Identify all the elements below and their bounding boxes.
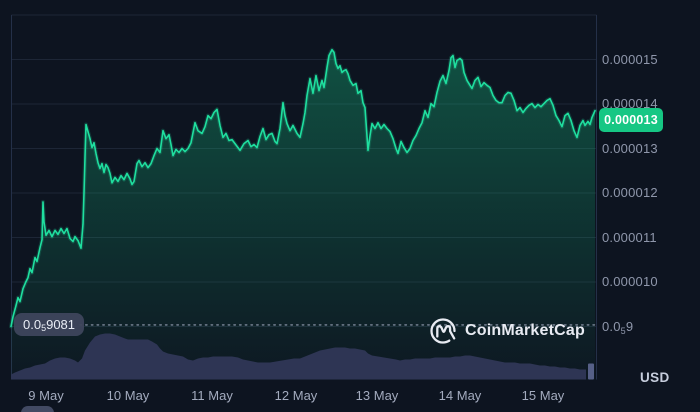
price-line [10,48,596,328]
y-axis-label: 0.000014 [602,96,658,111]
x-axis-label: 15 May [521,388,565,403]
x-axis-label: 10 May [106,388,150,403]
current-price-badge: 0.000013 [599,108,663,132]
volume-bar-current [588,363,594,380]
y-axis-label: 0.000015 [602,51,658,67]
open-price-subscript: 5 [41,322,47,333]
y-axis-label: 0.000010 [602,274,658,289]
open-price-rest: 9081 [46,317,76,332]
coinmarketcap-logo: CoinMarketCap [428,316,585,346]
y-axis-label: 0.000011 [602,229,657,245]
currency-label: USD [640,370,670,385]
volume-area [11,333,586,380]
coinmarketcap-mark-icon [430,318,456,344]
y-axis-label: 0.059 [602,318,634,336]
open-price-badge: 0.0 5 9081 [14,313,85,336]
open-price-prefix: 0.0 [23,317,42,332]
x-axis-label: 9 May [28,388,64,403]
y-axis-label: 0.000013 [602,140,658,156]
current-price-value: 0.000013 [604,113,658,127]
x-axis-label: 13 May [355,388,399,403]
x-axis-label: 12 May [274,388,318,403]
x-axis-label: 11 May [191,388,233,403]
price-area [11,49,595,380]
coinmarketcap-wordmark: CoinMarketCap [465,322,585,339]
date-scrubber-pill[interactable] [21,406,54,412]
x-axis-label: 14 May [438,388,482,403]
y-axis-label: 0.000012 [602,185,658,200]
